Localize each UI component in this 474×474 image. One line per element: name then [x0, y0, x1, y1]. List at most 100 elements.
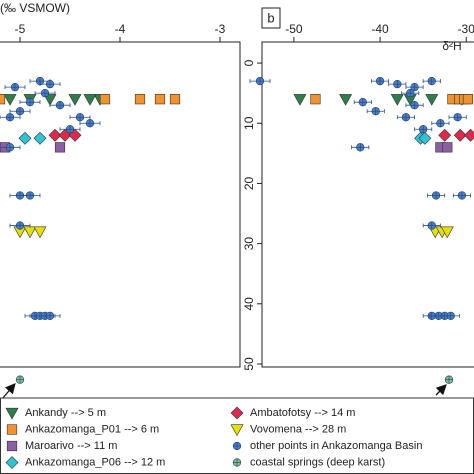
- legend-marker: [232, 441, 242, 451]
- point: [65, 125, 75, 134]
- point: [15, 107, 25, 116]
- marker: [440, 226, 454, 239]
- legend-label: Maroarivo --> 11 m: [25, 440, 117, 452]
- x2-tick-label: -30: [458, 22, 474, 36]
- legend-marker: [6, 424, 18, 435]
- right-panel-frame: [261, 41, 474, 368]
- point: [418, 131, 432, 145]
- point: [410, 82, 419, 92]
- x-tick-label: -4: [115, 22, 126, 36]
- left-panel-frame: [0, 41, 241, 368]
- point: [457, 191, 467, 200]
- point: [446, 311, 455, 320]
- arrow: [1, 383, 16, 400]
- point: [406, 89, 415, 98]
- y-tick-label: 0: [242, 59, 256, 66]
- point: [375, 76, 385, 86]
- point: [25, 191, 35, 200]
- legend-label: Ankazomanga_P01 --> 6 m: [25, 423, 159, 435]
- legend-marker: [230, 424, 244, 437]
- marker: [23, 226, 37, 239]
- marker: [5, 456, 19, 469]
- point: [255, 76, 265, 86]
- marker: [390, 94, 404, 106]
- marker: [425, 94, 439, 106]
- point: [356, 143, 365, 152]
- panel-label-box: [261, 7, 281, 29]
- legend-label: other points in Ankazomanga Basin: [250, 440, 422, 452]
- point: [3, 94, 17, 106]
- point: [45, 311, 55, 320]
- arrow: [435, 384, 447, 396]
- marker: [464, 128, 474, 142]
- point: [33, 226, 47, 239]
- point: [5, 113, 15, 122]
- point: [440, 226, 454, 239]
- point: [464, 128, 474, 142]
- marker: [43, 94, 57, 106]
- marker: [310, 94, 321, 105]
- point: [438, 128, 452, 142]
- point: [25, 98, 35, 107]
- point: [401, 113, 411, 122]
- marker: [169, 94, 181, 105]
- point: [371, 107, 380, 116]
- legend-marker: [5, 407, 19, 420]
- point: [444, 375, 454, 384]
- point: [5, 143, 15, 152]
- point: [427, 221, 436, 230]
- marker: [230, 406, 244, 420]
- point: [10, 82, 20, 92]
- marker: [418, 131, 432, 145]
- point: [45, 79, 55, 89]
- point: [419, 125, 428, 134]
- point: [310, 94, 321, 105]
- marker: [453, 128, 467, 142]
- point: [358, 98, 367, 107]
- point: [410, 101, 419, 110]
- point: [15, 375, 25, 384]
- point: [43, 94, 57, 106]
- marker: [33, 131, 47, 145]
- panel-label: b: [267, 10, 274, 25]
- x2-tick-label: -50: [285, 22, 303, 36]
- x2-axis-label: δ²H: [442, 39, 461, 53]
- point: [393, 79, 402, 89]
- marker: [230, 424, 244, 437]
- marker: [83, 94, 97, 106]
- y-tick-label: 50: [242, 357, 256, 371]
- marker: [99, 94, 111, 105]
- y-tick-label: 30: [242, 237, 256, 251]
- legend-marker: [232, 458, 242, 467]
- point: [436, 119, 445, 128]
- point: [339, 94, 353, 106]
- point: [40, 89, 50, 98]
- point: [442, 142, 453, 153]
- point: [55, 101, 65, 110]
- point: [54, 142, 66, 153]
- x-axis-label: (‰ VSMOW): [0, 1, 70, 15]
- marker: [442, 142, 453, 153]
- point: [169, 94, 181, 105]
- marker: [154, 94, 166, 105]
- marker: [6, 440, 18, 452]
- point: [85, 119, 95, 128]
- point: [134, 94, 146, 105]
- point: [48, 128, 62, 142]
- legend-marker: [5, 456, 19, 469]
- marker: [5, 407, 19, 420]
- legend-label: Ankandy --> 5 m: [25, 407, 106, 419]
- marker: [3, 94, 17, 106]
- legend-label: Ankazomanga_P06 --> 12 m: [25, 456, 165, 468]
- point: [0, 94, 6, 105]
- y-tick-label: 10: [242, 116, 256, 130]
- y-tick-label: 20: [242, 176, 256, 190]
- point: [462, 94, 474, 105]
- marker: [48, 128, 62, 142]
- point: [15, 221, 25, 230]
- legend-label: Vovomena --> 28 m: [250, 423, 346, 435]
- y-tick-label: 40: [242, 297, 256, 311]
- point: [99, 94, 111, 105]
- marker: [0, 94, 6, 105]
